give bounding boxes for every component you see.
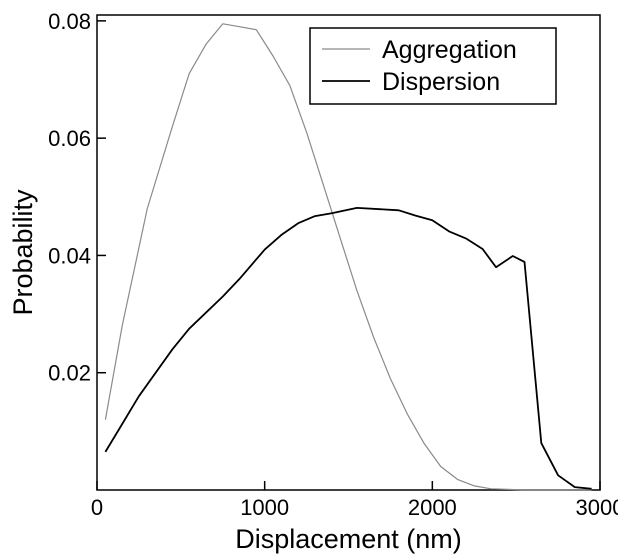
y-axis-title: Probability	[8, 189, 38, 316]
x-tick-label: 0	[91, 495, 103, 520]
y-tick-label: 0.08	[48, 9, 91, 34]
x-tick-label: 2000	[408, 495, 457, 520]
legend-box	[309, 27, 557, 105]
y-tick-label: 0.06	[48, 126, 91, 151]
y-tick-label: 0.04	[48, 243, 91, 268]
y-tick-label: 0.02	[48, 361, 91, 386]
series-line-aggregation	[104, 23, 592, 491]
legend-label-aggregation: Aggregation	[382, 36, 517, 64]
legend-label-dispersion: Dispersion	[382, 68, 500, 96]
x-tick-label: 1000	[240, 495, 289, 520]
series-layer	[104, 23, 592, 491]
series-line-dispersion	[104, 206, 592, 490]
plot-frame	[96, 14, 601, 491]
x-axis-title: Displacement (nm)	[235, 524, 462, 554]
legend: Aggregation Dispersion	[309, 27, 557, 105]
